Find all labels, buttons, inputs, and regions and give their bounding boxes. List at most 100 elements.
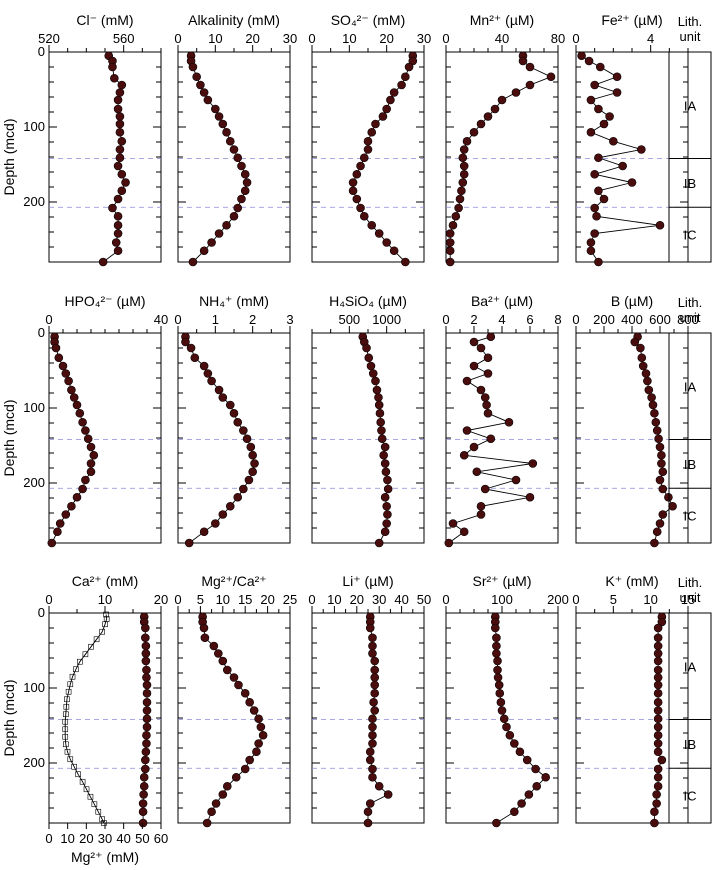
data-point-square — [62, 711, 69, 718]
data-point — [658, 484, 668, 494]
data-point — [368, 764, 377, 774]
data-point — [476, 385, 486, 395]
data-point — [655, 519, 665, 528]
x-tick-label: 0 — [442, 312, 449, 327]
lith-unit-label: IA — [684, 659, 697, 674]
lith-unit-label: IA — [684, 98, 697, 113]
data-point — [141, 764, 150, 774]
bottom-x-tick-label: 0 — [45, 831, 52, 846]
data-point — [348, 178, 358, 187]
data-point — [141, 633, 150, 643]
data-point-square — [79, 778, 86, 785]
x-tick-label: 3 — [286, 312, 293, 327]
data-point — [229, 211, 239, 221]
data-point — [256, 722, 266, 732]
data-point — [368, 772, 377, 782]
data-point — [454, 203, 463, 213]
data-point — [653, 706, 663, 715]
x-tick-label: 8 — [554, 312, 561, 327]
data-point — [641, 369, 651, 378]
data-point — [490, 104, 500, 114]
x-tick-label: 0 — [308, 31, 315, 46]
data-point — [472, 467, 482, 477]
data-point — [476, 343, 486, 353]
data-point — [541, 772, 550, 782]
data-point — [188, 62, 198, 72]
data-point — [605, 112, 614, 121]
series-line — [64, 614, 108, 824]
data-point-square — [73, 666, 79, 673]
data-point — [121, 178, 130, 187]
data-point — [590, 80, 599, 90]
data-point — [546, 72, 556, 82]
data-point — [517, 799, 526, 808]
x-tick-label: 0 — [572, 592, 579, 607]
data-point — [117, 169, 127, 179]
panel-b: 0 200 400 600 800 B (µM) — [572, 293, 699, 548]
data-point-square — [64, 748, 71, 755]
x-tick-label: 20 — [245, 31, 259, 46]
data-point — [586, 238, 596, 247]
panel-cl: 0 100 200 Depth (mcd) 520 560 Cl⁻ (mM) — [1, 12, 162, 267]
data-point — [653, 739, 663, 748]
data-point — [225, 501, 235, 511]
data-point — [401, 72, 410, 82]
x-tick-label: 10 — [98, 592, 112, 607]
x-tick-label: 520 — [38, 31, 60, 46]
panel-title: H₄SiO₄ (µM) — [329, 293, 407, 309]
data-point — [366, 361, 376, 371]
lith-unit-label: IC — [684, 789, 697, 804]
data-point — [113, 161, 123, 171]
data-point-square — [77, 658, 83, 665]
data-point — [494, 680, 504, 690]
data-point — [618, 161, 627, 171]
x-tick-label: 0 — [572, 312, 579, 327]
x-tick-label: 1000 — [372, 312, 401, 327]
data-point-square — [91, 801, 98, 808]
data-point — [218, 393, 228, 402]
lith-frame — [668, 332, 712, 544]
x-tick-label: 0 — [442, 592, 449, 607]
lith-header: Lith. — [678, 295, 703, 310]
bottom-x-tick-label: 60 — [154, 831, 168, 846]
data-point — [451, 211, 461, 221]
data-point — [222, 127, 231, 137]
panel-ba: 0 2 4 6 8 Ba²⁺ (µM) — [442, 293, 562, 548]
data-point — [214, 649, 223, 658]
x-tick-label: 30 — [417, 31, 431, 46]
data-point — [469, 127, 479, 137]
data-point — [372, 385, 382, 395]
data-point — [138, 818, 148, 828]
data-point — [239, 426, 248, 435]
data-point — [462, 376, 472, 386]
data-point — [504, 417, 514, 427]
data-point — [246, 442, 256, 452]
data-point — [239, 484, 248, 494]
depth-tick-label: 100 — [23, 680, 45, 695]
panel-frame — [445, 332, 559, 544]
data-point-square — [99, 816, 105, 823]
panel-title: K⁺ (mM) — [605, 573, 658, 589]
lith-header: unit — [680, 590, 701, 605]
data-point — [397, 80, 406, 90]
data-point — [525, 62, 535, 72]
data-point — [469, 337, 479, 347]
x-tick-label: 800 — [677, 312, 699, 327]
data-point-square — [64, 696, 70, 703]
data-point — [258, 730, 268, 740]
data-point — [211, 519, 220, 528]
data-point — [383, 475, 392, 485]
lith-unit-label: IB — [684, 176, 696, 191]
data-point — [55, 519, 65, 528]
data-point — [492, 633, 501, 643]
data-point — [363, 145, 373, 154]
data-point — [383, 790, 393, 799]
x-tick-label: 10 — [216, 592, 230, 607]
data-point — [486, 434, 496, 444]
data-point — [142, 665, 151, 675]
data-point — [240, 186, 250, 196]
data-point — [67, 385, 76, 395]
x-tick-label: 0 — [45, 312, 52, 327]
data-point — [72, 492, 82, 502]
data-point — [359, 211, 369, 221]
